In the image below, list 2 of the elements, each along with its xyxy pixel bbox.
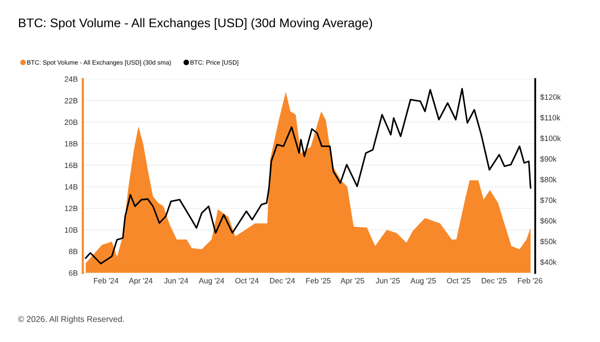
chart-title: BTC: Spot Volume - All Exchanges [USD] (30d Moving Average) — [19, 18, 372, 30]
text: © 2026. All Rights Reserved. — [18, 316, 124, 324]
